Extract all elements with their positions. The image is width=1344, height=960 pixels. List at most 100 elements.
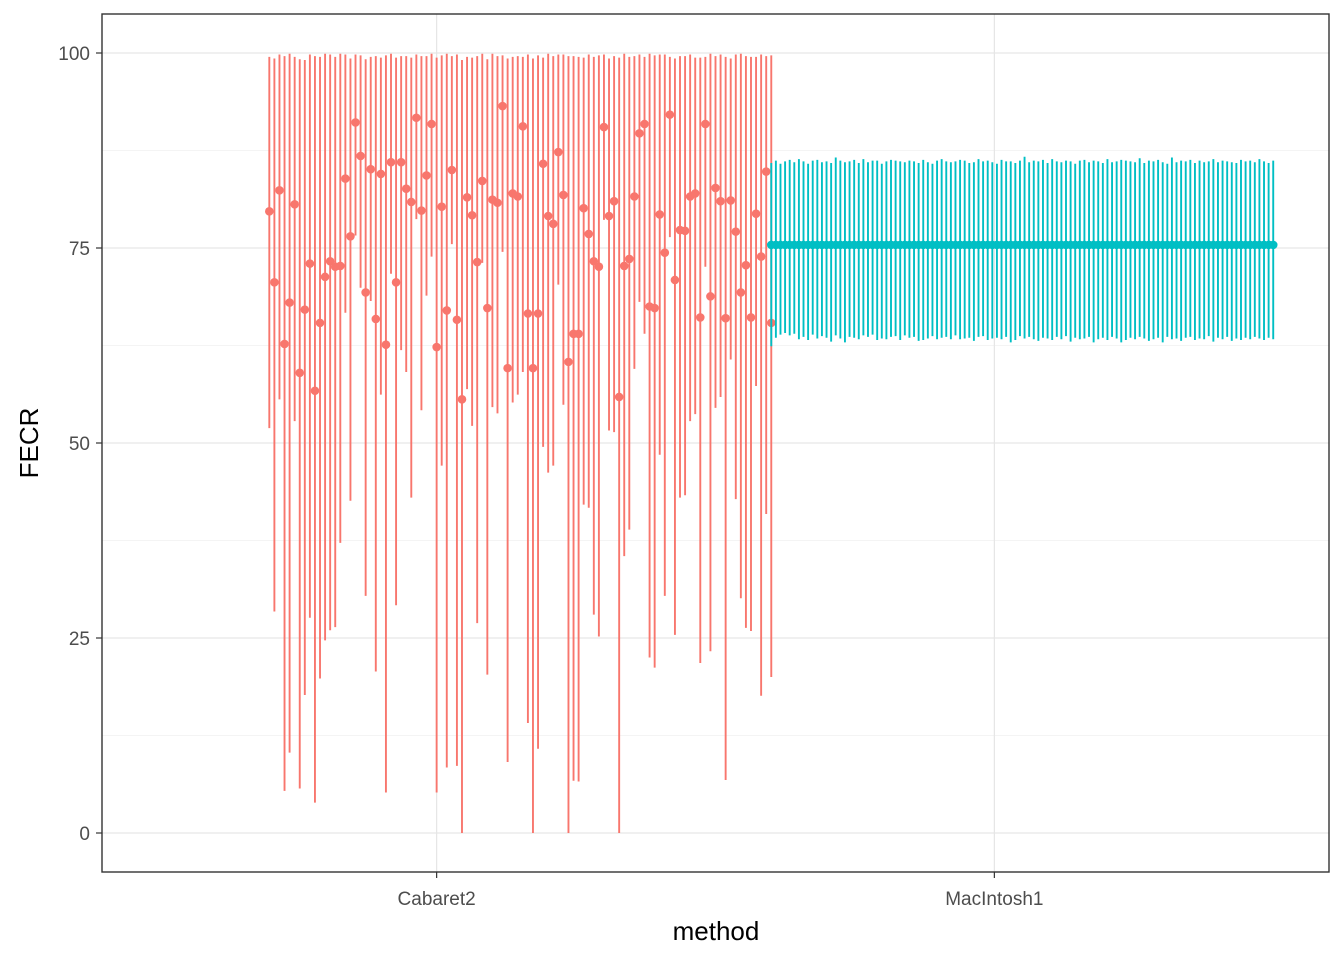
estimate-point	[467, 210, 477, 220]
estimate-point	[701, 119, 710, 129]
series-macintosh1	[766, 156, 1278, 347]
estimate-point	[711, 183, 720, 193]
estimate-point	[635, 129, 644, 138]
estimate-point	[548, 219, 558, 229]
estimate-point	[457, 395, 467, 404]
series-cabaret2	[265, 53, 776, 833]
estimate-point	[695, 313, 705, 322]
estimate-point	[483, 303, 492, 313]
estimate-point	[564, 357, 573, 367]
estimate-point	[716, 196, 725, 206]
estimate-point	[513, 192, 523, 201]
y-tick-label: 25	[69, 629, 90, 650]
estimate-point	[630, 192, 639, 201]
estimate-point	[285, 298, 294, 307]
estimate-point	[756, 252, 766, 261]
estimate-point	[538, 159, 548, 169]
y-axis-title: FECR	[14, 408, 44, 479]
y-tick-label: 50	[69, 434, 90, 455]
estimate-point	[721, 313, 730, 323]
estimate-point	[1268, 240, 1278, 250]
estimate-point	[761, 167, 771, 176]
estimate-point	[574, 329, 583, 339]
estimate-point	[305, 259, 315, 268]
estimate-point	[391, 278, 401, 287]
estimate-point	[351, 118, 360, 127]
estimate-point	[604, 211, 614, 221]
estimate-point	[554, 147, 563, 157]
x-tick-label: Cabaret2	[398, 889, 476, 910]
estimate-point	[472, 257, 482, 267]
estimate-point	[401, 184, 411, 194]
estimate-point	[320, 272, 330, 282]
estimate-point	[300, 305, 310, 314]
estimate-point	[741, 260, 751, 270]
estimate-point	[280, 339, 289, 349]
estimate-point	[417, 206, 426, 215]
estimate-point	[660, 248, 670, 257]
estimate-point	[371, 314, 381, 324]
estimate-point	[533, 309, 543, 318]
estimate-point	[518, 122, 528, 131]
estimate-point	[437, 202, 447, 211]
estimate-point	[310, 386, 320, 396]
estimate-point	[746, 313, 756, 322]
estimate-point	[412, 113, 421, 123]
estimate-point	[295, 368, 305, 378]
estimate-point	[493, 198, 502, 208]
estimate-point	[640, 119, 649, 129]
estimate-point	[432, 342, 441, 352]
estimate-point	[665, 110, 675, 119]
estimate-point	[477, 176, 487, 186]
estimate-point	[462, 193, 472, 202]
estimate-point	[381, 340, 391, 350]
estimate-point	[599, 122, 609, 132]
estimate-point	[265, 207, 274, 216]
estimate-point	[452, 315, 462, 325]
estimate-point	[346, 232, 355, 241]
estimate-point	[523, 309, 533, 318]
estimate-point	[275, 185, 284, 195]
estimate-point	[690, 189, 700, 198]
estimate-point	[341, 174, 350, 183]
estimate-point	[442, 306, 452, 315]
estimate-point	[290, 200, 299, 209]
estimate-point	[447, 165, 457, 175]
estimate-point	[270, 278, 279, 287]
estimate-point	[589, 256, 599, 266]
x-axis: Cabaret2 MacIntosh1	[398, 872, 1043, 910]
x-tick-label: MacIntosh1	[945, 889, 1043, 910]
estimate-point	[543, 211, 553, 221]
estimate-point	[498, 101, 507, 111]
y-tick-label: 75	[69, 239, 90, 260]
estimate-point	[503, 363, 512, 373]
estimate-point	[609, 196, 619, 206]
y-tick-label: 100	[58, 44, 90, 65]
estimate-point	[361, 288, 370, 297]
estimate-point	[366, 164, 376, 174]
estimate-point	[736, 288, 746, 297]
estimate-point	[325, 256, 335, 266]
estimate-point	[670, 275, 680, 285]
estimate-point	[650, 303, 659, 313]
estimate-point	[376, 169, 386, 179]
estimate-point	[594, 262, 604, 272]
y-axis: 0 25 50 75 100	[58, 44, 102, 845]
estimate-point	[625, 254, 634, 264]
estimate-point	[315, 318, 325, 328]
estimate-point	[528, 363, 538, 373]
estimate-point	[396, 157, 406, 167]
estimate-point	[356, 151, 365, 161]
estimate-point	[655, 210, 665, 219]
estimate-point	[422, 171, 431, 180]
estimate-point	[579, 203, 588, 213]
estimate-point	[614, 392, 624, 402]
estimate-point	[386, 157, 396, 167]
estimate-point	[584, 229, 594, 239]
estimate-point	[706, 292, 715, 301]
point-ranges	[265, 53, 1278, 833]
estimate-point	[680, 226, 690, 236]
estimate-point	[751, 209, 761, 218]
